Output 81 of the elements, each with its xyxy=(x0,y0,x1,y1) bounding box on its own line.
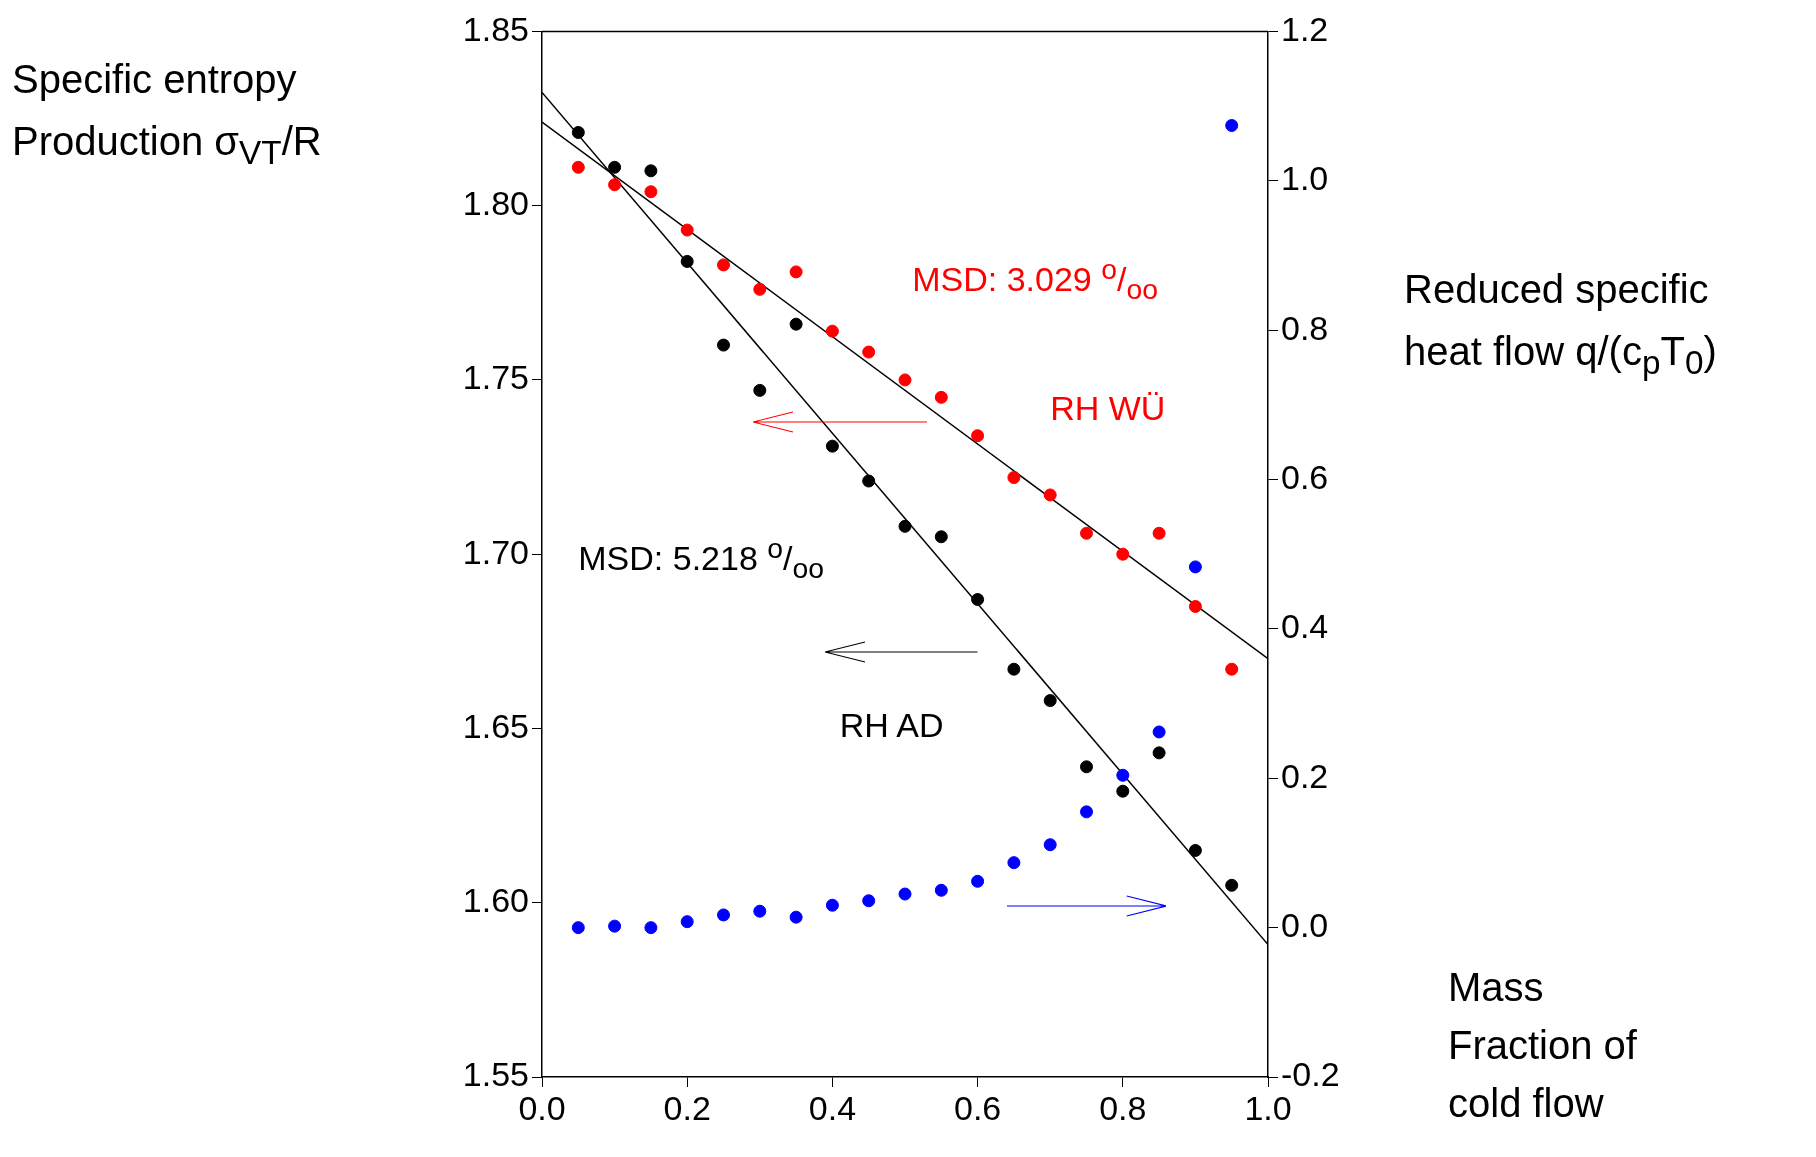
point xyxy=(644,921,658,935)
point xyxy=(1188,599,1202,613)
x-axis-title: Mass Fraction of cold flow xyxy=(1448,964,1638,1127)
point xyxy=(1152,746,1166,760)
point xyxy=(898,519,912,533)
x-tick-label: 0.4 xyxy=(808,1088,857,1127)
point xyxy=(898,887,912,901)
y-tick-label: 1.85 xyxy=(462,9,529,48)
point xyxy=(1080,805,1093,819)
y-tick-label: 1.80 xyxy=(462,184,529,223)
point xyxy=(825,439,839,453)
series-label: RH WÜ xyxy=(1050,388,1166,428)
point xyxy=(753,383,767,397)
text: RH AD xyxy=(839,705,944,745)
point xyxy=(1116,547,1130,561)
point xyxy=(862,894,876,908)
point xyxy=(971,593,985,607)
point xyxy=(934,530,948,544)
point xyxy=(862,345,876,359)
point xyxy=(1188,560,1202,574)
y-tick-label: 1.70 xyxy=(462,532,529,571)
point xyxy=(717,258,730,272)
point xyxy=(862,474,876,488)
point xyxy=(1116,768,1130,782)
point xyxy=(934,883,948,897)
y2-tick-label: 0.6 xyxy=(1281,457,1329,496)
point xyxy=(789,910,803,924)
point xyxy=(1116,784,1130,798)
point xyxy=(608,178,622,192)
point xyxy=(971,874,985,888)
y2-tick-label: 0.2 xyxy=(1281,756,1329,795)
point xyxy=(1152,725,1166,739)
point xyxy=(1080,526,1093,540)
point xyxy=(1043,488,1057,502)
y-tick-label: 1.65 xyxy=(462,706,529,745)
point xyxy=(571,160,585,174)
point xyxy=(571,125,585,139)
point xyxy=(644,185,658,199)
point xyxy=(753,904,767,918)
point xyxy=(680,223,694,237)
point xyxy=(825,324,839,338)
point xyxy=(1043,694,1057,708)
point xyxy=(1007,471,1021,485)
point xyxy=(971,429,985,443)
point xyxy=(898,373,912,387)
point xyxy=(1225,878,1239,892)
y2-tick-label: 0.0 xyxy=(1281,906,1329,944)
point xyxy=(1043,838,1057,852)
annotation: MSD: 5.218 $^{o}$/$_{oo}$ xyxy=(578,531,825,585)
point xyxy=(571,921,585,935)
point xyxy=(1188,843,1202,857)
point xyxy=(608,919,622,933)
y2-axis-title: Reduced specific heat flow q/(c$_{p}$T$_{0}$) xyxy=(1404,266,1718,383)
point xyxy=(1007,856,1021,870)
point xyxy=(789,317,803,331)
y2-tick-label: 1.2 xyxy=(1281,9,1329,48)
point xyxy=(1225,119,1239,132)
point xyxy=(717,908,730,922)
point xyxy=(680,254,694,268)
point xyxy=(608,160,622,174)
annotation: MSD: 3.029 $^{o}$/$_{oo}$ xyxy=(912,252,1158,306)
point xyxy=(1225,662,1239,676)
y2-tick-label: 0.4 xyxy=(1281,607,1329,646)
point xyxy=(717,338,730,352)
y-tick-label: 1.60 xyxy=(462,881,529,920)
point xyxy=(1080,760,1093,774)
point xyxy=(680,915,694,929)
y-tick-label: 1.75 xyxy=(462,358,529,397)
point xyxy=(1007,662,1021,676)
point xyxy=(825,898,839,912)
point xyxy=(1152,526,1166,540)
y-axis-title: Specific entropy Production σ$_{VT}$/R xyxy=(12,56,323,173)
point xyxy=(644,164,658,178)
y2-tick-label: 0.8 xyxy=(1281,308,1329,347)
point xyxy=(753,282,767,296)
x-tick-label: 0.6 xyxy=(953,1088,1002,1127)
y2-tick-label: 1.0 xyxy=(1281,159,1329,198)
x-tick-label: 0.8 xyxy=(1099,1088,1147,1127)
point xyxy=(789,265,803,279)
point xyxy=(934,390,948,404)
x-tick-label: 0.2 xyxy=(663,1088,711,1127)
